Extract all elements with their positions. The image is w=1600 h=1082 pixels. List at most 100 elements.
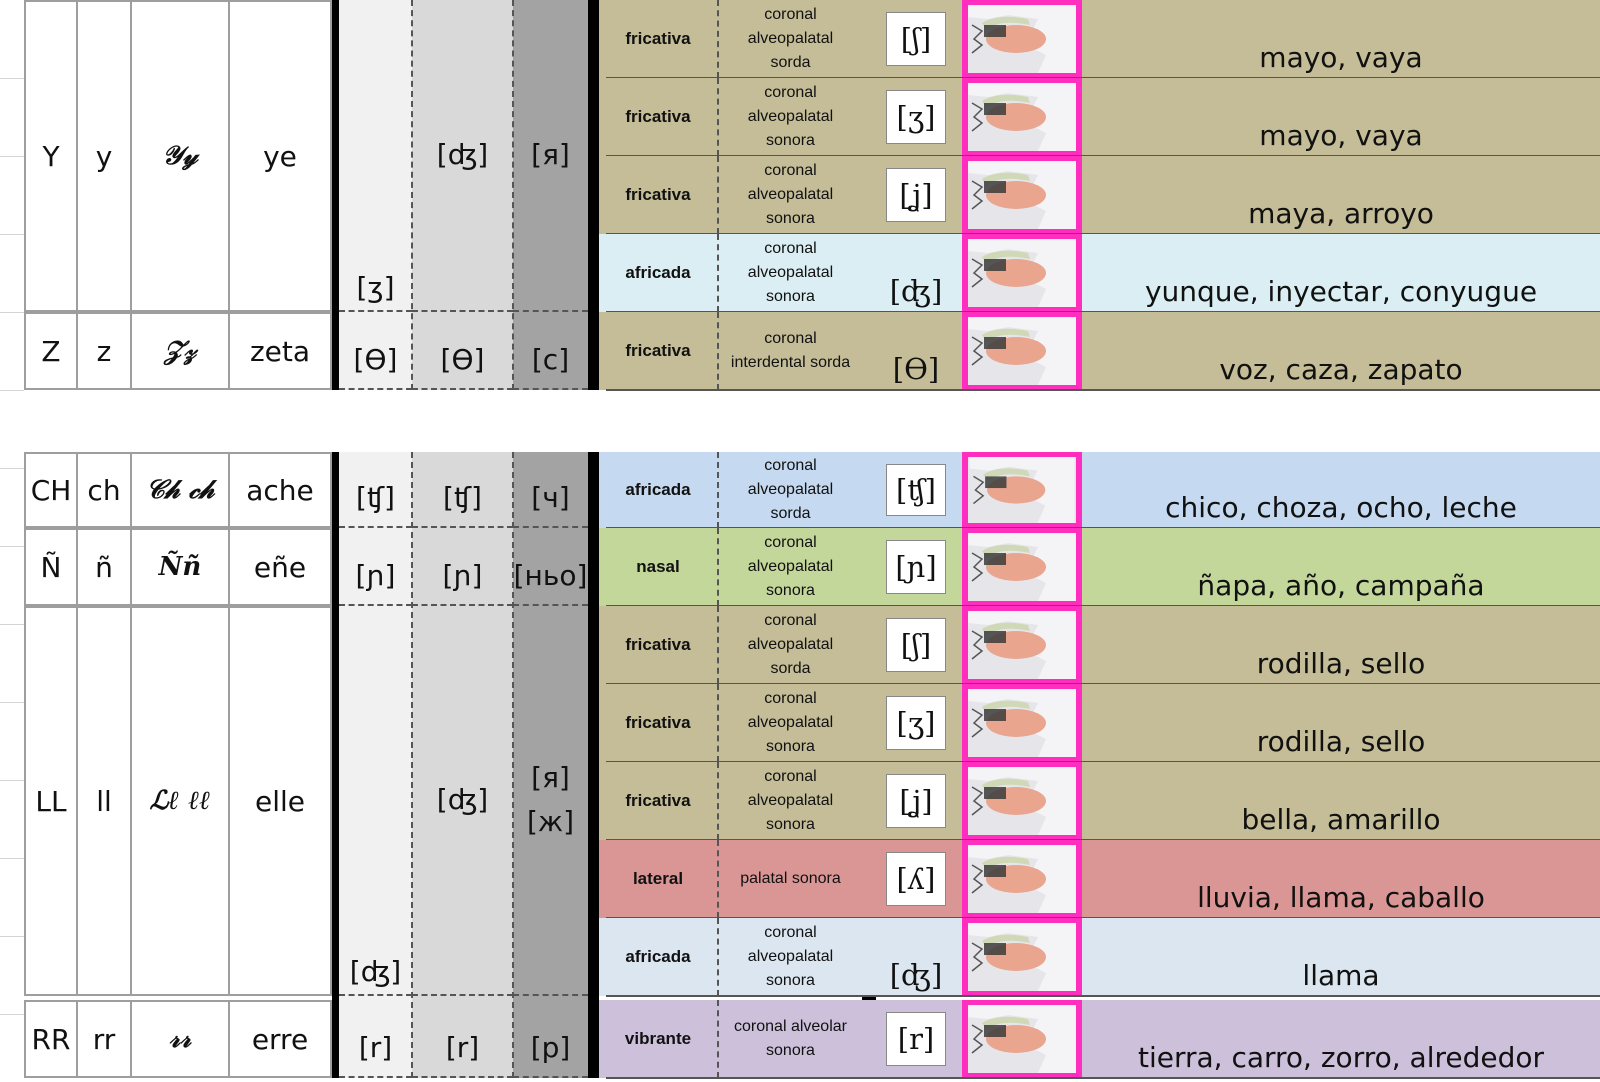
dash-cyr — [512, 452, 514, 1078]
sound-type: nasal — [599, 528, 717, 606]
ipa-symbol: [Ө] — [880, 312, 952, 390]
mouth-profile-icon — [968, 845, 1076, 913]
ipa-symbol-text: [ʎ] — [896, 862, 936, 896]
mouth-profile-icon — [968, 689, 1076, 757]
sound-type: fricativa — [599, 762, 717, 840]
articulation-image — [962, 606, 1082, 684]
articulation-image — [962, 684, 1082, 762]
ipa-symbol: [r] — [886, 1012, 946, 1066]
cursive-letter-text: 𝒞𝒽 𝒸𝒽 — [145, 474, 215, 505]
articulation-image — [962, 840, 1082, 918]
gridline — [0, 234, 24, 235]
ipa-affricate-text: [ʧ] — [443, 481, 482, 514]
dash-type — [717, 528, 719, 606]
cyrillic-equivalent-text: [я] — [531, 138, 570, 171]
sound-description-text: coronal alveopalatal sonora — [747, 84, 834, 149]
thick-divider-2 — [588, 0, 599, 390]
dash-type — [717, 156, 719, 234]
sound-type-text: vibrante — [624, 1029, 692, 1048]
letter-name-text: zeta — [249, 334, 311, 368]
mouth-profile-icon — [968, 83, 1076, 151]
sound-description-text: coronal alveopalatal sonora — [747, 924, 834, 989]
ipa-symbol: [ʤ] — [880, 234, 952, 312]
example-words: yunque, inyectar, conyugue — [1082, 234, 1600, 312]
sound-description-text: coronal alveopalatal sorda — [747, 612, 834, 677]
band-ipa2 — [412, 452, 513, 1078]
dash-ipa — [411, 0, 413, 390]
ipa-symbol: [ʒ] — [886, 696, 946, 750]
sound-type-text: fricativa — [625, 713, 691, 732]
example-words: chico, choza, ocho, leche — [1082, 452, 1600, 528]
example-words: llama — [1082, 918, 1600, 996]
example-words: voz, caza, zapato — [1082, 312, 1600, 390]
mouth-profile-icon — [968, 533, 1076, 601]
lowercase-letter: z — [78, 312, 132, 390]
articulation-image — [962, 1000, 1082, 1078]
example-words: maya, arroyo — [1082, 156, 1600, 234]
dash-type — [717, 312, 719, 390]
sound-row — [599, 234, 1600, 312]
lowercase-letter: ll — [78, 606, 132, 996]
ipa-symbol-text: [ɲ] — [895, 550, 937, 584]
ipa-symbol: [ʝ] — [886, 168, 946, 222]
sound-type: fricativa — [599, 156, 717, 234]
ipa-transcription: [Ө] — [339, 312, 412, 390]
mouth-diagram — [968, 457, 1076, 523]
row-border — [606, 1077, 1600, 1079]
example-words-text: rodilla, sello — [1256, 725, 1426, 758]
sound-description-text: coronal alveopalatal sonora — [747, 768, 834, 833]
lowercase-letter-text: y — [95, 139, 113, 173]
sound-description-text: coronal alveopalatal sonora — [747, 240, 834, 305]
sound-description: coronal alveolar sonora — [719, 1000, 862, 1078]
example-words-text: chico, choza, ocho, leche — [1165, 491, 1517, 524]
example-words-text: yunque, inyectar, conyugue — [1144, 275, 1538, 308]
cyrillic-equivalent: [р] — [513, 1000, 588, 1078]
example-words: rodilla, sello — [1082, 684, 1600, 762]
letter-name: eñe — [230, 528, 332, 606]
ipa-symbol-text: [Ө] — [892, 352, 940, 386]
ipa-symbol: [ʝ] — [886, 774, 946, 828]
sound-description: coronal alveopalatal sonora — [719, 684, 862, 762]
ipa-transcription-text: [Ө] — [353, 343, 398, 376]
mouth-diagram — [968, 923, 1076, 991]
sound-description-text: palatal sonora — [740, 870, 841, 887]
example-words-text: ñapa, año, campaña — [1197, 569, 1485, 602]
sound-description: coronal alveopalatal sonora — [719, 78, 862, 156]
mouth-diagram — [968, 689, 1076, 757]
mouth-diagram — [968, 845, 1076, 913]
sound-type: fricativa — [599, 78, 717, 156]
sound-type-text: africada — [625, 480, 691, 499]
sound-row — [599, 840, 1600, 918]
cursive-letter-text: 𝒴𝓎 — [162, 140, 198, 171]
gridline — [0, 390, 24, 391]
example-words: mayo, vaya — [1082, 78, 1600, 156]
sound-description-text: coronal alveopalatal sonora — [747, 162, 834, 227]
example-words: tierra, carro, zorro, alrededor — [1082, 1000, 1600, 1078]
mouth-diagram — [968, 161, 1076, 229]
row-border — [606, 995, 1600, 997]
example-words-text: tierra, carro, zorro, alrededor — [1137, 1041, 1545, 1074]
cyrillic-equivalent: [ньо] — [513, 528, 588, 606]
letter-name-text: eñe — [253, 550, 307, 584]
sound-description: coronal alveopalatal sonora — [719, 156, 862, 234]
ipa-symbol: [ʤ] — [880, 918, 952, 996]
mouth-profile-icon — [968, 611, 1076, 679]
sound-row — [599, 1000, 1600, 1078]
dash-type — [717, 0, 719, 78]
ipa-transcription: [ʧ] — [339, 452, 412, 528]
sound-row — [599, 312, 1600, 390]
ipa-symbol-text: [r] — [897, 1022, 935, 1056]
mouth-diagram — [968, 533, 1076, 601]
ipa-symbol-text: [ʤ] — [889, 958, 943, 992]
sound-description-text: coronal alveolar sonora — [734, 1018, 847, 1059]
ipa-affricate: [ɲ] — [412, 528, 513, 606]
example-words-text: mayo, vaya — [1259, 119, 1423, 152]
lowercase-letter-text: ch — [87, 473, 121, 507]
sound-row — [599, 918, 1600, 996]
gridline — [0, 78, 24, 79]
ipa-transcription: [ʒ] — [339, 0, 412, 312]
ipa-symbol: [ʧ] — [886, 464, 946, 516]
mouth-diagram — [968, 317, 1076, 385]
sound-row — [599, 528, 1600, 606]
